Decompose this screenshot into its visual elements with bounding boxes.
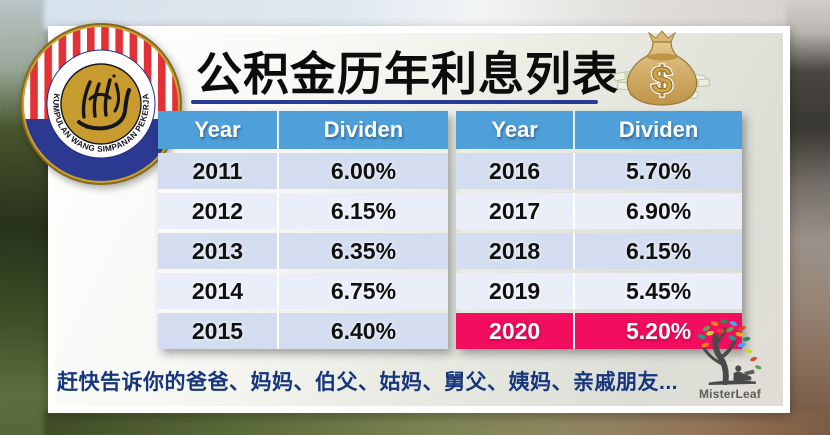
misterleaf-tree-icon: [697, 319, 762, 386]
table-header-row: Year Dividen: [158, 111, 448, 149]
dividen-cell: 6.15%: [573, 233, 742, 269]
table-row: 2012 6.15%: [158, 193, 448, 229]
title-underline: [191, 100, 598, 104]
year-cell: 2011: [192, 157, 243, 184]
dividen-cell: 6.40%: [276, 313, 448, 349]
table-row: 2017 6.90%: [456, 193, 742, 229]
year-cell: 2015: [191, 317, 244, 344]
year-cell: 2020: [489, 317, 541, 344]
dividen-cell: 6.75%: [276, 273, 448, 309]
dividen-cell: 5.20%: [573, 313, 742, 349]
year-cell: 2012: [191, 197, 244, 224]
table-row: 2013 6.35%: [158, 233, 448, 269]
dollar-sign-outline: $: [651, 60, 672, 102]
reading-person-silhouette: [733, 365, 755, 382]
header-cell-dividen: Dividen: [276, 111, 448, 149]
year-cell: 2014: [191, 277, 244, 304]
misterleaf-logo: MisterLeaf: [688, 319, 772, 401]
header-cell-dividen: Dividen: [573, 111, 742, 149]
background-ground-photo: [44, 411, 830, 435]
dividen-cell: 6.00%: [276, 153, 448, 189]
table-row: 2014 6.75%: [158, 273, 448, 309]
dividen-cell: 6.35%: [276, 233, 448, 269]
table-row: 2015 6.40%: [158, 313, 448, 349]
table-row: 2016 5.70%: [456, 153, 742, 189]
footer-call-to-action: 赶快告诉你的爸爸、妈妈、伯父、姑妈、舅父、姨妈、亲戚朋友...: [57, 371, 679, 394]
year-cell: 2018: [489, 237, 541, 264]
background-sky-photo: [44, 0, 794, 30]
dividen-cell: 5.70%: [573, 153, 742, 189]
table-row: 2011 6.00%: [158, 153, 448, 189]
dividen-cell: 6.15%: [276, 193, 448, 229]
misterleaf-label: MisterLeaf: [698, 387, 762, 401]
year-cell: 2017: [489, 197, 541, 224]
background-hand-photo: [786, 0, 830, 435]
logo-calligraphy: [77, 78, 131, 131]
dividen-cell: 5.45%: [573, 273, 742, 309]
table-row-highlighted: 2020 5.20%: [456, 313, 742, 349]
dividend-table-2011-2015: Year Dividen 2011 6.00% 2012 6.15% 2013 6.35% 2…: [158, 111, 448, 349]
table-header-row: Year Dividen: [456, 111, 742, 149]
dollar-sign-icon: $: [651, 60, 672, 102]
kwsp-logo: KUMPULAN WANG SIMPANAN PEKERJA: [20, 23, 182, 185]
dividen-cell: 6.90%: [573, 193, 742, 229]
dividend-table-2016-2020: Year Dividen 2016 5.70% 2017 6.90% 2018 6.15% 2…: [456, 111, 742, 349]
header-cell-year: Year: [194, 117, 241, 142]
year-cell: 2019: [489, 277, 541, 304]
page-title: 公积金历年利息列表: [196, 48, 619, 100]
money-bag-icon: $ $: [613, 30, 710, 106]
table-row: 2019 5.45%: [456, 273, 742, 309]
header-cell-year: Year: [491, 117, 538, 142]
year-cell: 2013: [191, 237, 244, 264]
year-cell: 2016: [489, 157, 541, 184]
table-row: 2018 6.15%: [456, 233, 742, 269]
tree-leaves: [697, 319, 762, 370]
